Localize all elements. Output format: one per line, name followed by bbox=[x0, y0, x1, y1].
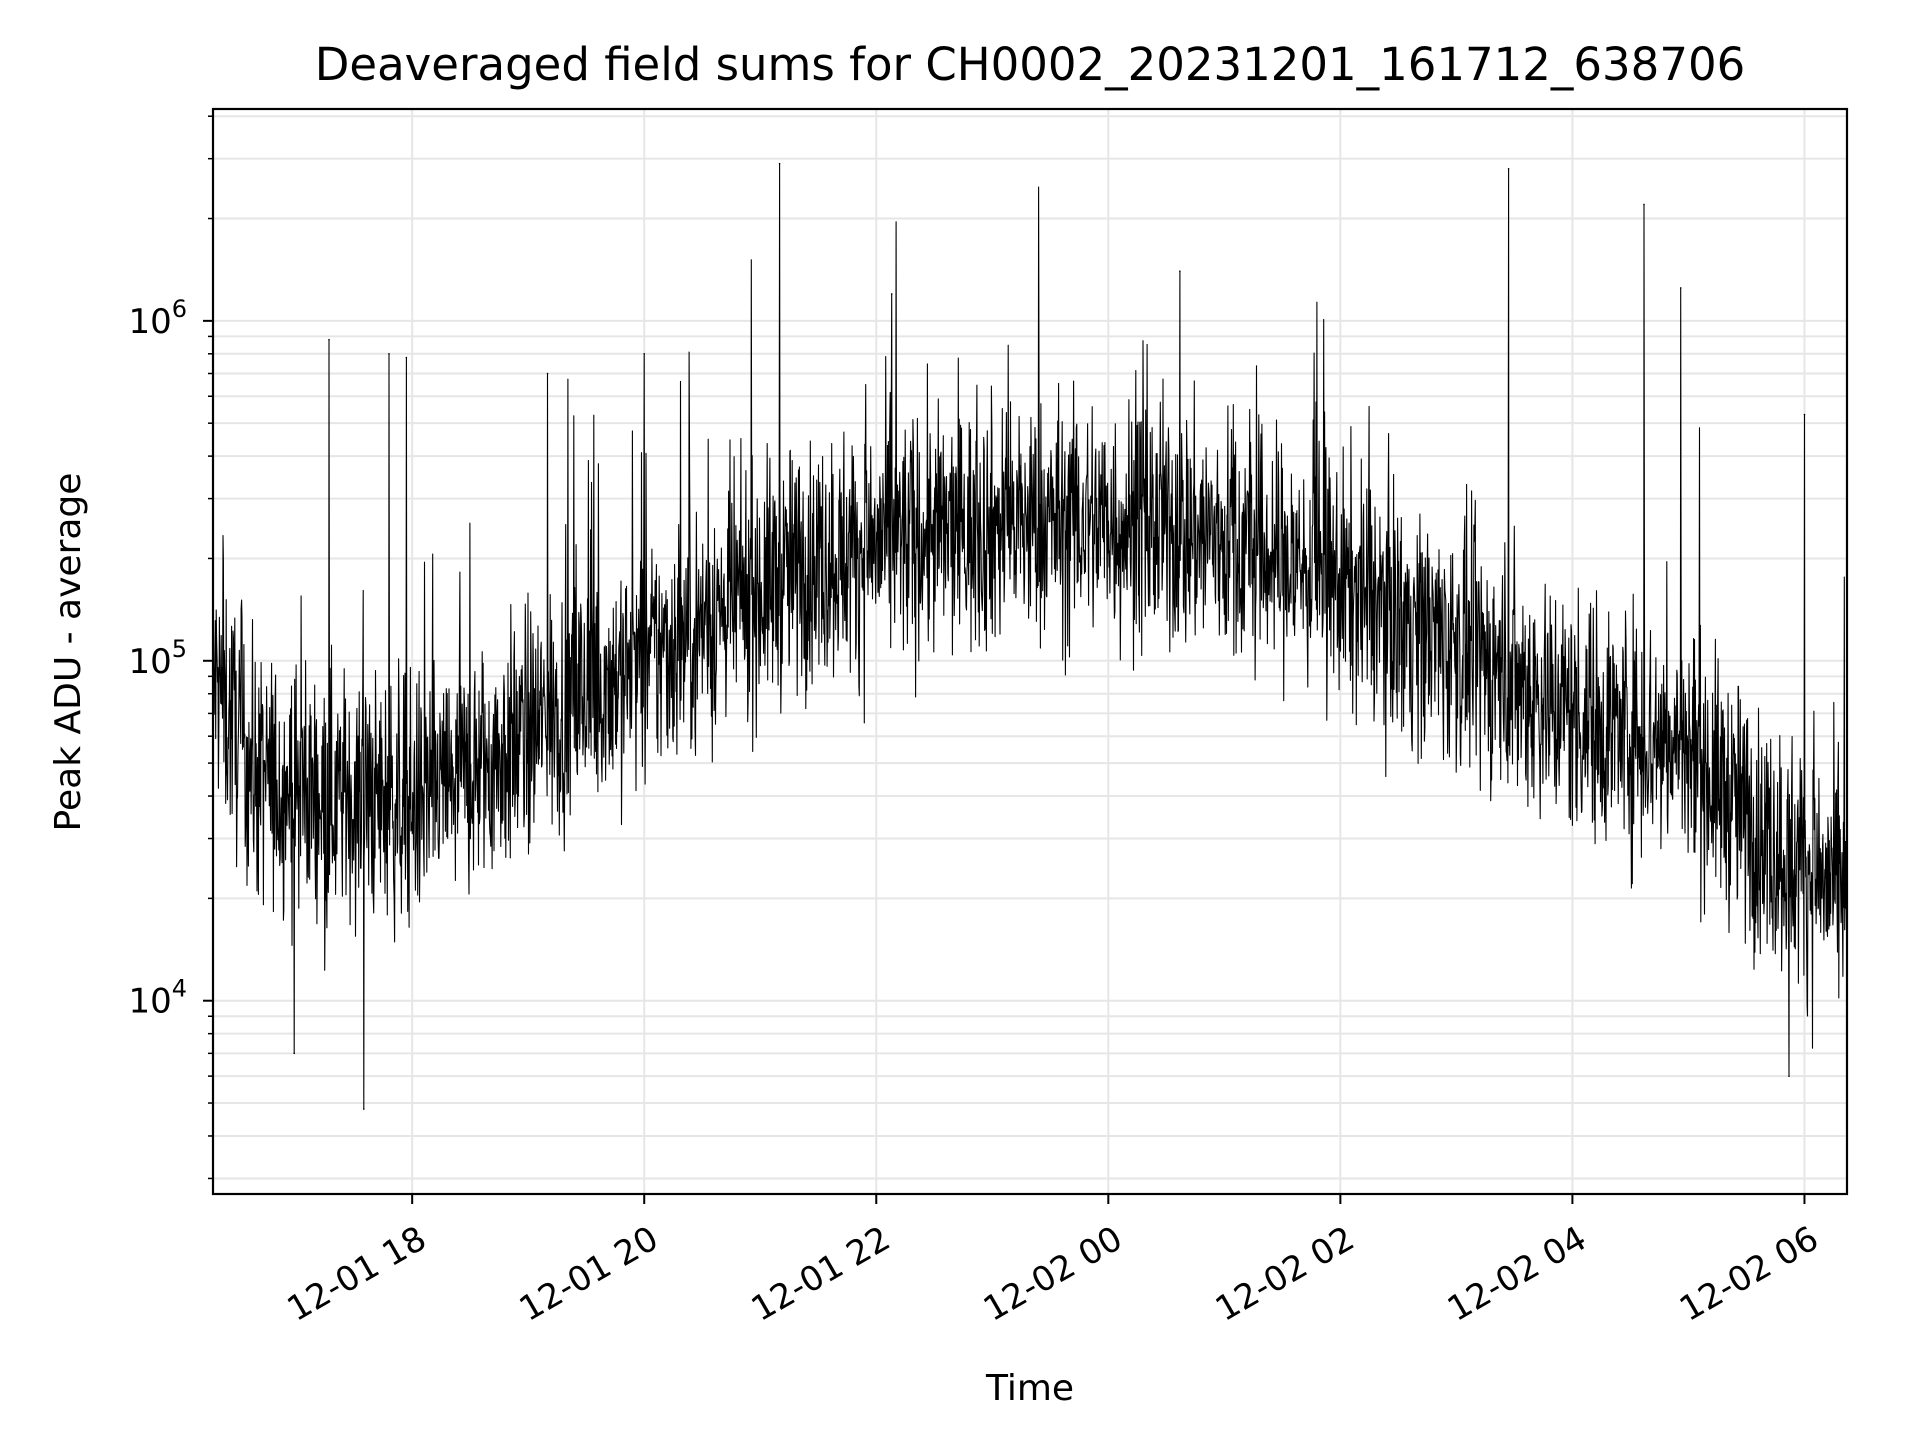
spike-point bbox=[363, 1108, 365, 1110]
y-axis-label: Peak ADU - average bbox=[48, 473, 89, 832]
spike-point bbox=[1788, 1075, 1790, 1077]
spike-point bbox=[1803, 413, 1806, 416]
spike-point bbox=[546, 372, 549, 375]
spike-point bbox=[778, 162, 781, 165]
spike-point bbox=[1643, 203, 1645, 206]
plot-frame bbox=[211, 107, 1849, 1196]
spike-point bbox=[890, 293, 893, 295]
spike-point bbox=[405, 356, 408, 359]
grid bbox=[213, 109, 1847, 1194]
y-tick-label: 104 bbox=[128, 975, 187, 1022]
spike-point bbox=[643, 352, 646, 355]
plot-area bbox=[212, 162, 1848, 1180]
spike-point bbox=[1679, 287, 1682, 289]
spike-point bbox=[293, 1052, 296, 1055]
spike-point bbox=[1179, 270, 1181, 272]
y-tick-label: 106 bbox=[128, 295, 187, 342]
x-axis-label: Time bbox=[985, 1368, 1074, 1409]
chart-title: Deaveraged field sums for CH0002_2023120… bbox=[315, 38, 1745, 91]
spike-point bbox=[388, 352, 390, 355]
spike-point bbox=[1507, 168, 1510, 170]
series-line bbox=[212, 163, 1848, 1179]
y-tick-label: 105 bbox=[128, 635, 187, 682]
spike-point bbox=[328, 338, 330, 341]
